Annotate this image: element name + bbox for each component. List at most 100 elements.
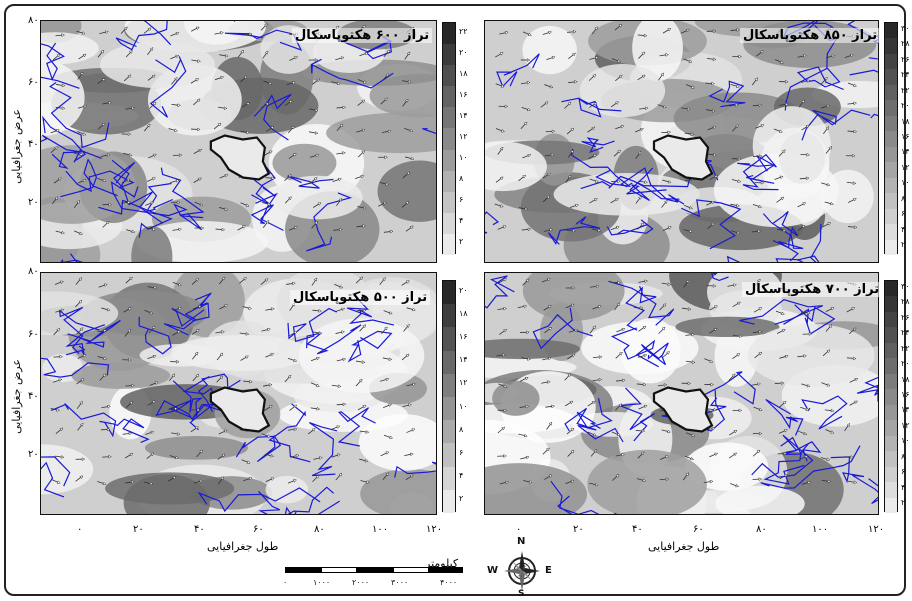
boundary-line (422, 128, 436, 135)
legend-label: ۱۸ (459, 308, 468, 318)
lon-tick: ۶۰ (693, 524, 704, 535)
legend-label: ۱۲ (459, 132, 468, 141)
boundary-line (115, 21, 168, 51)
legend-label: ۳۰ (901, 23, 910, 33)
legend-label: ۱۶ (901, 390, 910, 399)
legend-swatch (443, 373, 455, 398)
boundary-line (581, 137, 615, 153)
compass-south: S (518, 589, 525, 599)
boundary-line (287, 486, 341, 514)
compass-west: W (487, 565, 499, 576)
boundary-line (143, 21, 172, 46)
boundary-line (772, 210, 799, 249)
boundary-line (113, 161, 164, 224)
boundary-line (801, 109, 871, 141)
humidity-field (144, 436, 248, 460)
lon-tick: ۱۰۰ (372, 524, 389, 535)
lon-tick: ۸۰ (756, 524, 767, 535)
legend-swatch (443, 212, 455, 235)
legend-swatch (443, 86, 455, 108)
legend-label: ۶ (459, 448, 464, 457)
legend-label: ۲۰ (901, 101, 910, 111)
boundary-line (58, 306, 100, 355)
legend-label: ۲۴ (901, 70, 910, 80)
legend-swatch (885, 420, 897, 437)
boundary-line (138, 316, 172, 355)
boundary-line (49, 82, 110, 149)
legend-bar-600 (442, 22, 456, 256)
boundary-line (251, 166, 276, 207)
boundary-line (60, 253, 84, 262)
boundary-line (737, 162, 776, 184)
legend-label: ۱۰ (901, 178, 910, 188)
humidity-field (675, 316, 780, 338)
humidity-field (779, 131, 825, 184)
boundary-line (608, 280, 675, 326)
boundary-line (333, 36, 393, 60)
humidity-field (522, 25, 577, 75)
humidity-field (377, 160, 436, 222)
humidity-field (41, 145, 136, 224)
legend-bar-850 (884, 22, 898, 256)
legend-swatch (885, 38, 897, 55)
legend-swatch (885, 193, 897, 210)
boundary-line (41, 134, 82, 170)
legend-swatch (885, 358, 897, 375)
legend-swatch (443, 107, 455, 129)
boundary-line (235, 435, 282, 463)
legend-swatch (443, 443, 455, 468)
legend-swatch (885, 115, 897, 132)
boundary-line (711, 273, 729, 282)
legend-swatch (443, 65, 455, 87)
legend-label: ۴ (901, 482, 906, 492)
boundary-line (485, 275, 515, 309)
legend-label: ۲ (901, 498, 906, 508)
legend-swatch (443, 44, 455, 66)
boundary-line (532, 307, 593, 350)
scale-label: ۱۰۰۰ (313, 578, 331, 587)
boundary-line (347, 330, 393, 363)
legend-label: ۲ (901, 240, 906, 250)
legend-label: ۸ (459, 424, 464, 434)
legend-label: ۶ (901, 209, 906, 219)
boundary-line (742, 153, 779, 191)
legend-swatch (885, 311, 897, 328)
y-axis-label-top: عرض جغرافیایی (9, 109, 23, 184)
legend-label: ۱۶ (901, 132, 910, 141)
boundary-line (550, 480, 600, 514)
legend-swatch (885, 84, 897, 101)
lon-tick: ۱۰۰ (812, 524, 829, 535)
legend-swatch (885, 404, 897, 421)
iran-outline (652, 134, 714, 181)
boundary-line (110, 181, 173, 213)
legend-swatch (885, 327, 897, 344)
legend-swatch (885, 342, 897, 359)
panel-title-600: تراز ۶۰۰ هکتوپاسکال (292, 28, 433, 43)
legend-label: ۴ (459, 216, 464, 226)
boundary-line (762, 213, 804, 262)
boundary-line (610, 327, 659, 368)
legend-label: ۲۰ (459, 47, 468, 57)
humidity-field (272, 175, 363, 220)
boundary-line (751, 434, 814, 478)
humidity-field (265, 475, 309, 504)
lat-tick: ۴۰ (28, 139, 39, 150)
boundary-line (197, 487, 321, 513)
boundary-line (564, 407, 624, 443)
boundary-line (309, 422, 338, 477)
boundary-line (149, 56, 187, 118)
legend-label: ۲۶ (901, 312, 910, 322)
boundary-line (65, 159, 135, 193)
boundary-line (224, 29, 303, 51)
map-panel-500hpa (40, 272, 437, 515)
legend-swatch (443, 170, 455, 193)
legend-swatch (885, 389, 897, 406)
legend-label: ۱۴ (459, 355, 468, 365)
legend-swatch (885, 239, 897, 256)
compass-north: N (517, 536, 526, 547)
legend-label: ۶ (901, 467, 906, 477)
boundary-line (155, 399, 215, 422)
legend-swatch (885, 146, 897, 163)
legend-swatch (443, 233, 455, 256)
compass-east: E (545, 565, 552, 576)
